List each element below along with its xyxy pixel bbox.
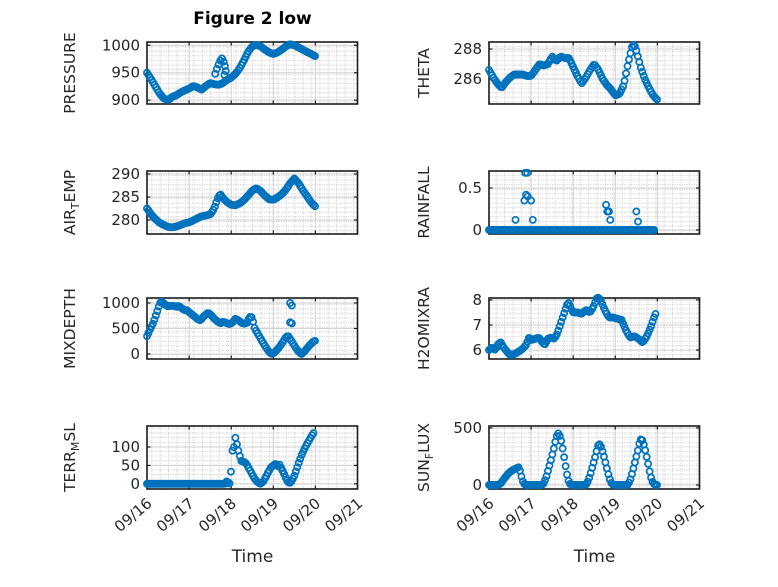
- y-axis-label-air_temp: AIRTEMP: [61, 170, 82, 235]
- y-tick-label: 288: [453, 40, 482, 58]
- y-tick-label: 285: [111, 188, 140, 206]
- y-tick-label: 50: [121, 456, 140, 474]
- y-tick-label: 0.5: [458, 179, 482, 197]
- y-tick-label: 500: [111, 320, 140, 338]
- y-tick-label: 950: [111, 64, 140, 82]
- x-tick-label: 09/19: [579, 494, 624, 536]
- subplot-theta: 286 288 THETA: [415, 40, 701, 105]
- data-markers-air_temp: [143, 174, 319, 232]
- x-tick-label: 09/21: [663, 494, 708, 536]
- subplot-pressure: 900 950 1000 PRESSURE: [61, 32, 359, 114]
- subplot-rainfall: 0 0.5 RAINFALL: [415, 166, 701, 239]
- y-axis-label-rainfall: RAINFALL: [415, 166, 433, 239]
- figure-title: Figure 2 low: [193, 9, 312, 29]
- y-tick-label: 500: [453, 419, 482, 437]
- y-axis-label-pressure: PRESSURE: [61, 32, 79, 114]
- data-markers-theta: [485, 41, 661, 104]
- y-tick-label: 0: [472, 221, 482, 239]
- x-tick-label: 09/16: [111, 494, 156, 536]
- y-axis-label-sun_flux: SUNFLUX: [415, 423, 436, 492]
- y-tick-label: 0: [130, 345, 140, 363]
- x-axis-label-left: Time: [231, 547, 274, 567]
- subplot-sun_flux: 0 500 SUNFLUX 09/1609/1709/1809/1909/2009/2…: [415, 419, 708, 536]
- x-tick-label: 09/16: [453, 494, 498, 536]
- x-tick-label: 09/20: [621, 494, 666, 536]
- y-tick-label: 900: [111, 91, 140, 109]
- data-markers-pressure: [143, 40, 319, 104]
- y-tick-label: 1000: [102, 294, 140, 312]
- x-tick-label: 09/17: [495, 494, 540, 536]
- x-tick-label: 09/17: [153, 494, 198, 536]
- y-axis-label-terr_msl: TERRMSL: [61, 423, 82, 493]
- data-markers-h2omixra: [485, 293, 660, 359]
- y-tick-label: 1000: [102, 36, 140, 54]
- x-axis-label-right: Time: [573, 547, 616, 567]
- y-tick-label: 0: [130, 475, 140, 493]
- y-axis-label-mixdepth: MIXDEPTH: [61, 288, 79, 369]
- subplot-mixdepth: 0 500 1000 MIXDEPTH: [61, 288, 359, 369]
- x-tick-label: 09/18: [195, 494, 240, 536]
- data-markers-mixdepth: [143, 297, 319, 358]
- subplot-air_temp: 280 285 290 AIRTEMP: [61, 165, 359, 235]
- y-tick-label: 280: [111, 211, 140, 229]
- x-tick-label: 09/21: [321, 494, 366, 536]
- x-tick-label: 09/18: [537, 494, 582, 536]
- data-markers-sun_flux: [485, 429, 661, 489]
- x-tick-label: 09/20: [279, 494, 324, 536]
- data-markers-rainfall: [485, 168, 658, 234]
- subplot-h2omixra: 6 7 8 H2OMIXRA: [415, 287, 701, 370]
- y-axis-label-theta: THETA: [415, 48, 433, 99]
- y-tick-label: 7: [472, 316, 482, 334]
- y-tick-label: 0: [472, 476, 482, 494]
- y-tick-label: 290: [111, 165, 140, 183]
- y-tick-label: 286: [453, 70, 482, 88]
- y-tick-label: 6: [472, 341, 482, 359]
- y-tick-label: 100: [111, 438, 140, 456]
- x-tick-label: 09/19: [237, 494, 282, 536]
- data-markers-terr_msl: [143, 429, 318, 488]
- y-axis-label-h2omixra: H2OMIXRA: [415, 287, 433, 370]
- y-tick-label: 8: [472, 291, 482, 309]
